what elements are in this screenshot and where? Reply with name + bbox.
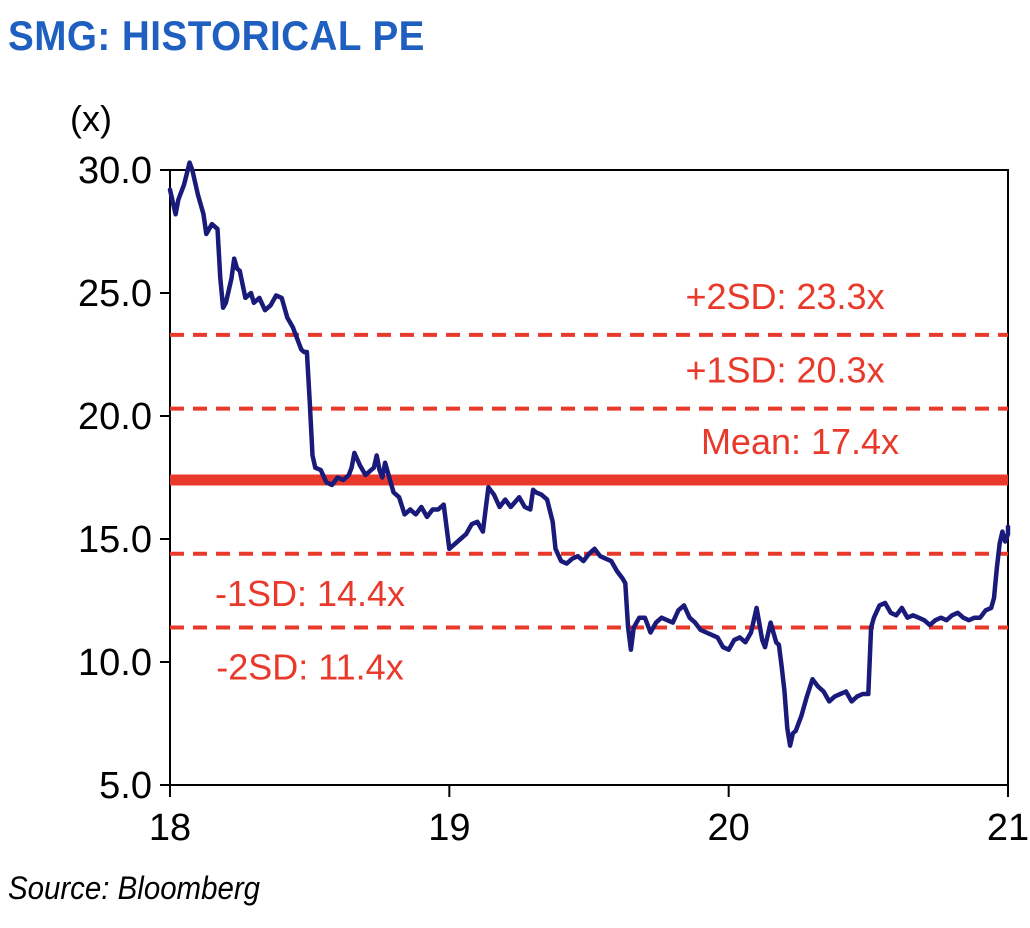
x-tick-label: 20 — [708, 807, 750, 849]
pe-series-line — [167, 160, 1011, 748]
y-tick-label: 25.0 — [78, 273, 152, 315]
x-tick-label: 21 — [987, 807, 1029, 849]
y-tick-label: 30.0 — [78, 150, 152, 192]
y-tick-label: 15.0 — [78, 519, 152, 561]
y-tick-label: 20.0 — [78, 396, 152, 438]
x-tick-label: 18 — [149, 807, 191, 849]
reference-line-label: -1SD: 14.4x — [215, 573, 405, 614]
y-tick-label: 10.0 — [78, 642, 152, 684]
source-note: Source: Bloomberg — [8, 870, 261, 906]
x-tick-label: 19 — [428, 807, 470, 849]
chart-title: SMG: HISTORICAL PE — [8, 12, 425, 59]
y-tick-label: 5.0 — [99, 765, 152, 807]
reference-line-label: -2SD: 11.4x — [216, 647, 403, 688]
reference-line-label: Mean: 17.4x — [701, 421, 899, 462]
y-axis-unit-label: (x) — [70, 98, 112, 139]
reference-line-label: +1SD: 20.3x — [685, 350, 884, 391]
reference-line-label: +2SD: 23.3x — [685, 276, 884, 317]
